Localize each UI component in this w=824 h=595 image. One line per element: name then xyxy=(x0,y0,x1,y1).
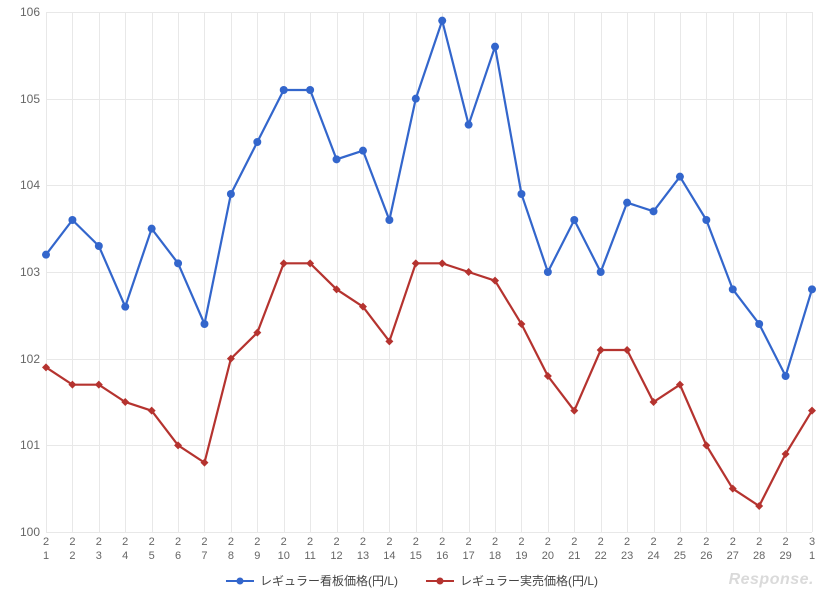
gridline-v xyxy=(812,12,813,532)
x-tick-label: 2 16 xyxy=(436,532,448,564)
series-point-signboard xyxy=(359,147,367,155)
x-tick-label: 2 2 xyxy=(69,532,75,564)
x-tick-label: 2 9 xyxy=(254,532,260,564)
series-point-actual xyxy=(465,268,473,276)
x-tick-label: 2 8 xyxy=(228,532,234,564)
x-tick-label: 2 26 xyxy=(700,532,712,564)
y-tick-label: 104 xyxy=(20,178,46,192)
series-point-signboard xyxy=(333,155,341,163)
x-tick-label: 2 28 xyxy=(753,532,765,564)
series-point-signboard xyxy=(227,190,235,198)
x-tick-label: 2 14 xyxy=(383,532,395,564)
series-line-actual xyxy=(46,263,812,506)
x-tick-label: 2 21 xyxy=(568,532,580,564)
chart-container: 1001011021031041051062 12 22 32 42 52 62… xyxy=(0,0,824,595)
series-point-signboard xyxy=(412,95,420,103)
x-tick-label: 2 27 xyxy=(727,532,739,564)
x-tick-label: 2 22 xyxy=(595,532,607,564)
series-point-signboard xyxy=(517,190,525,198)
x-tick-label: 2 29 xyxy=(779,532,791,564)
series-point-signboard xyxy=(385,216,393,224)
series-point-signboard xyxy=(702,216,710,224)
series-point-signboard xyxy=(570,216,578,224)
x-tick-label: 2 1 xyxy=(43,532,49,564)
x-tick-label: 2 24 xyxy=(647,532,659,564)
x-tick-label: 2 18 xyxy=(489,532,501,564)
series-point-signboard xyxy=(729,285,737,293)
legend-label: レギュラー看板価格(円/L) xyxy=(260,572,398,589)
legend-item: レギュラー看板価格(円/L) xyxy=(226,572,398,589)
series-line-signboard xyxy=(46,21,812,376)
series-point-signboard xyxy=(200,320,208,328)
x-tick-label: 2 12 xyxy=(330,532,342,564)
x-tick-label: 2 3 xyxy=(96,532,102,564)
series-point-signboard xyxy=(465,121,473,129)
y-tick-label: 105 xyxy=(20,92,46,106)
series-point-signboard xyxy=(68,216,76,224)
series-point-signboard xyxy=(650,207,658,215)
y-tick-label: 103 xyxy=(20,265,46,279)
series-point-signboard xyxy=(623,199,631,207)
x-tick-label: 2 13 xyxy=(357,532,369,564)
x-tick-label: 2 25 xyxy=(674,532,686,564)
series-point-signboard xyxy=(306,86,314,94)
x-tick-label: 2 4 xyxy=(122,532,128,564)
legend-swatch xyxy=(226,580,254,582)
x-tick-label: 2 17 xyxy=(462,532,474,564)
series-point-signboard xyxy=(253,138,261,146)
series-point-signboard xyxy=(544,268,552,276)
legend-label: レギュラー実売価格(円/L) xyxy=(460,572,598,589)
plot-area: 1001011021031041051062 12 22 32 42 52 62… xyxy=(46,12,812,532)
x-tick-label: 2 6 xyxy=(175,532,181,564)
series-point-signboard xyxy=(95,242,103,250)
x-tick-label: 2 19 xyxy=(515,532,527,564)
y-tick-label: 102 xyxy=(20,352,46,366)
series-point-actual xyxy=(280,259,288,267)
x-tick-label: 2 23 xyxy=(621,532,633,564)
legend: レギュラー看板価格(円/L) レギュラー実売価格(円/L) xyxy=(226,572,598,589)
series-point-signboard xyxy=(174,259,182,267)
series-point-signboard xyxy=(121,303,129,311)
gridline-h xyxy=(46,532,812,533)
y-tick-label: 106 xyxy=(20,5,46,19)
x-tick-label: 3 1 xyxy=(809,532,815,564)
series-point-signboard xyxy=(676,173,684,181)
series-point-actual xyxy=(597,346,605,354)
legend-swatch xyxy=(426,580,454,582)
series-point-signboard xyxy=(782,372,790,380)
series-point-actual xyxy=(623,346,631,354)
x-tick-label: 2 15 xyxy=(410,532,422,564)
series-point-signboard xyxy=(280,86,288,94)
y-tick-label: 101 xyxy=(20,438,46,452)
series-point-signboard xyxy=(148,225,156,233)
series-point-actual xyxy=(412,259,420,267)
legend-item: レギュラー実売価格(円/L) xyxy=(426,572,598,589)
watermark: Response. xyxy=(729,571,814,589)
series-point-signboard xyxy=(42,251,50,259)
series-point-signboard xyxy=(597,268,605,276)
x-tick-label: 2 5 xyxy=(149,532,155,564)
x-tick-label: 2 11 xyxy=(304,532,315,564)
x-tick-label: 2 10 xyxy=(278,532,290,564)
chart-svg xyxy=(46,12,812,532)
x-tick-label: 2 20 xyxy=(542,532,554,564)
series-point-signboard xyxy=(755,320,763,328)
series-point-actual xyxy=(438,259,446,267)
x-tick-label: 2 7 xyxy=(201,532,207,564)
series-point-signboard xyxy=(808,285,816,293)
series-point-signboard xyxy=(438,17,446,25)
series-point-signboard xyxy=(491,43,499,51)
